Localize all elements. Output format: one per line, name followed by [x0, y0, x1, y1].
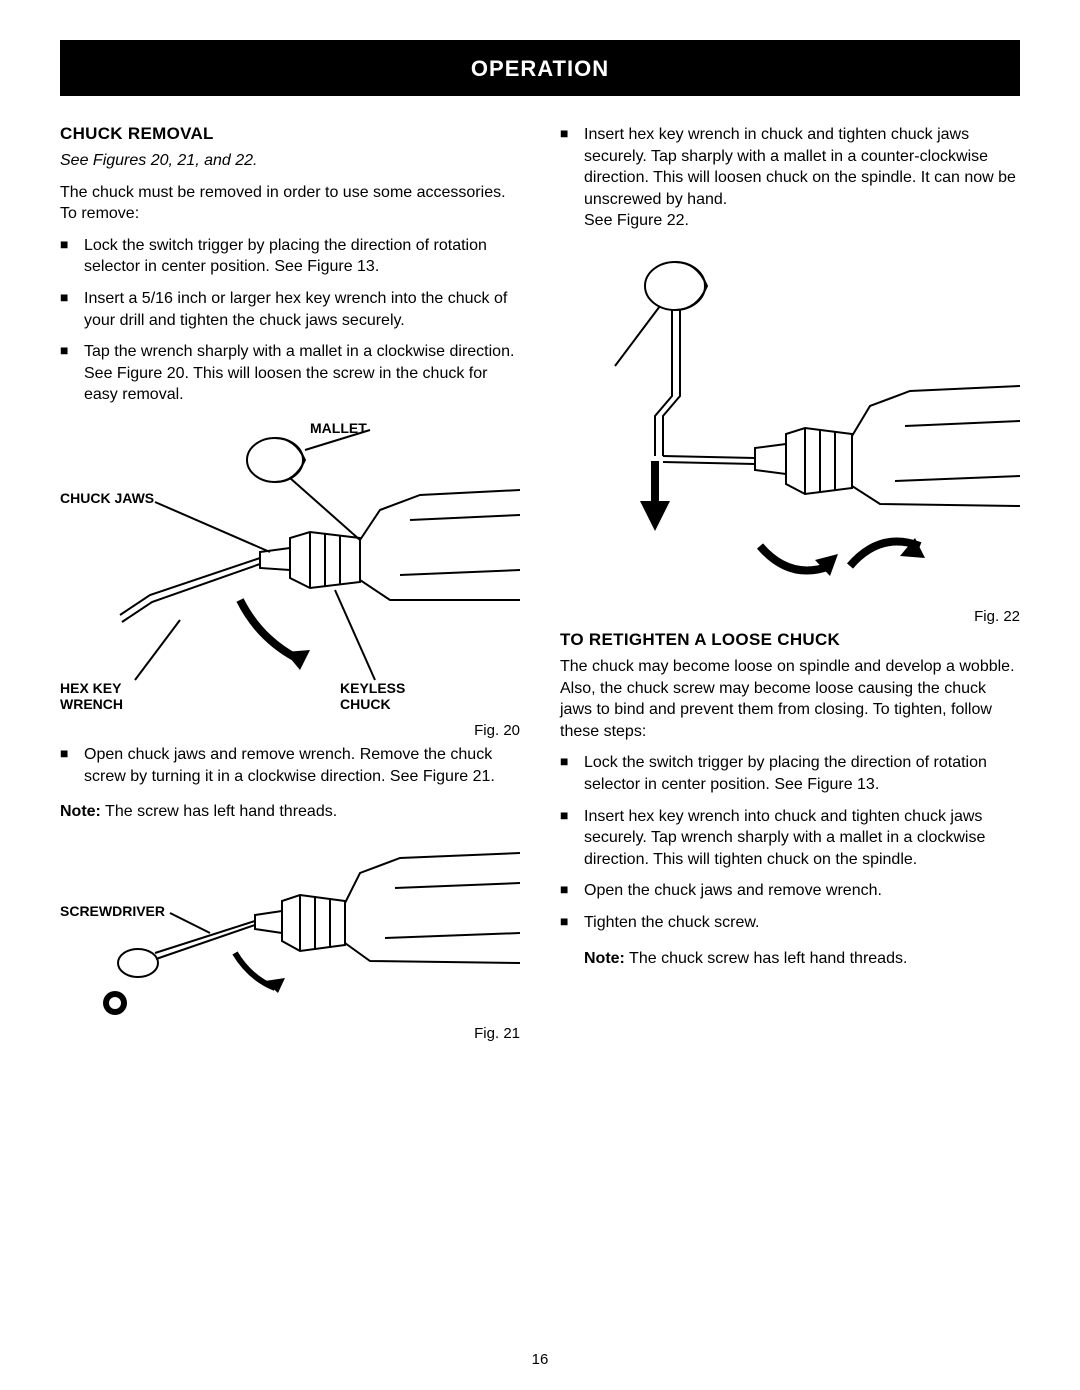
retighten-intro: The chuck may become loose on spindle an…: [560, 656, 1020, 742]
operation-header: OPERATION: [60, 40, 1020, 96]
right-column: Insert hex key wrench in chuck and tight…: [560, 124, 1020, 1047]
note-label: Note:: [60, 803, 101, 820]
list-item: Tap the wrench sharply with a mallet in …: [84, 341, 520, 406]
figure-21-caption: Fig. 21: [60, 1025, 520, 1042]
note-label: Note:: [584, 950, 625, 967]
figure-20-diagram: [60, 420, 520, 720]
callout-chuck-jaws: CHUCK JAWS: [60, 490, 154, 506]
figure-22: Fig. 22: [560, 246, 1020, 616]
removal-steps-list-2: Open chuck jaws and remove wrench. Remov…: [60, 744, 520, 787]
note-text: The screw has left hand threads.: [101, 803, 337, 820]
removal-steps-list-1: Lock the switch trigger by placing the d…: [60, 235, 520, 406]
figure-22-caption: Fig. 22: [560, 608, 1020, 625]
retighten-heading: TO RETIGHTEN A LOOSE CHUCK: [560, 630, 1020, 650]
list-item: Open the chuck jaws and remove wrench.: [584, 880, 1020, 902]
callout-screwdriver: SCREWDRIVER: [60, 903, 165, 919]
retighten-steps-list: Lock the switch trigger by placing the d…: [560, 752, 1020, 933]
list-item: Lock the switch trigger by placing the d…: [84, 235, 520, 278]
figure-22-diagram: [560, 246, 1020, 606]
list-item: Tighten the chuck screw.: [584, 912, 1020, 934]
two-column-layout: CHUCK REMOVAL See Figures 20, 21, and 22…: [60, 124, 1020, 1047]
removal-steps-list-3: Insert hex key wrench in chuck and tight…: [560, 124, 1020, 232]
list-item: Insert hex key wrench into chuck and tig…: [584, 806, 1020, 871]
figure-reference: See Figures 20, 21, and 22.: [60, 150, 520, 172]
figure-21-diagram: [60, 833, 520, 1023]
list-item: Lock the switch trigger by placing the d…: [584, 752, 1020, 795]
figure-20: MALLET CHUCK JAWS HEX KEY WRENCH KEYLESS…: [60, 420, 520, 730]
list-item: Insert a 5/16 inch or larger hex key wre…: [84, 288, 520, 331]
note-2: Note: The chuck screw has left hand thre…: [560, 948, 1020, 970]
chuck-removal-heading: CHUCK REMOVAL: [60, 124, 520, 144]
list-item: Open chuck jaws and remove wrench. Remov…: [84, 744, 520, 787]
left-column: CHUCK REMOVAL See Figures 20, 21, and 22…: [60, 124, 520, 1047]
intro-paragraph: The chuck must be removed in order to us…: [60, 182, 520, 225]
callout-mallet: MALLET: [310, 420, 367, 436]
figure-21: SCREWDRIVER: [60, 833, 520, 1033]
page-number: 16: [0, 1351, 1080, 1368]
callout-keyless-chuck: KEYLESS CHUCK: [340, 680, 405, 712]
figure-20-caption: Fig. 20: [60, 722, 520, 739]
callout-hex-key: HEX KEY WRENCH: [60, 680, 123, 712]
note-text: The chuck screw has left hand threads.: [625, 950, 908, 967]
list-item: Insert hex key wrench in chuck and tight…: [584, 124, 1020, 232]
note-1: Note: The screw has left hand threads.: [60, 801, 520, 823]
